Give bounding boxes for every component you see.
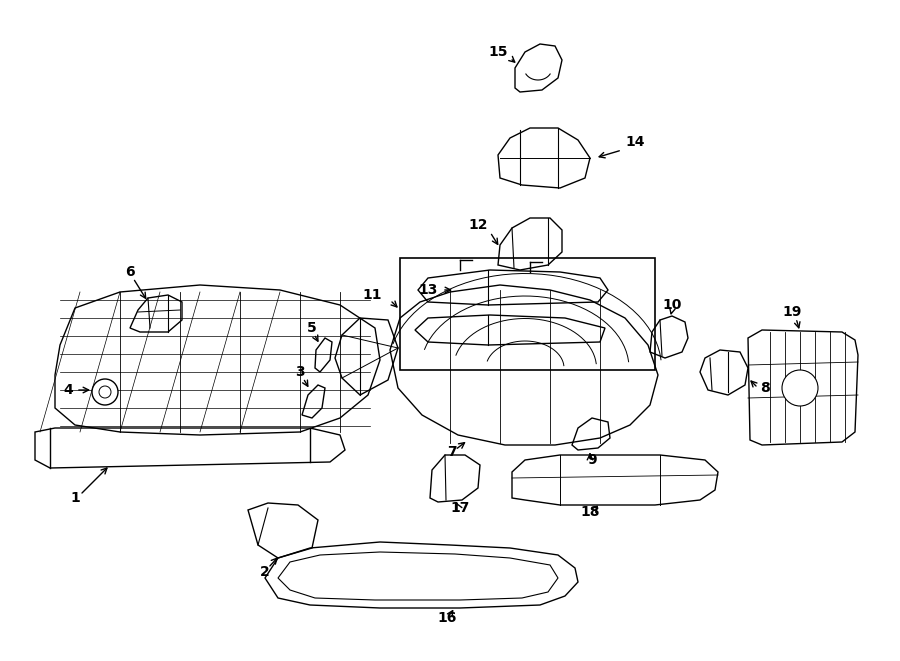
Text: 8: 8 — [760, 381, 770, 395]
Text: 9: 9 — [587, 453, 597, 467]
Text: 6: 6 — [125, 265, 135, 279]
Text: 4: 4 — [63, 383, 73, 397]
Text: 12: 12 — [469, 218, 488, 232]
Circle shape — [782, 370, 818, 406]
Text: 19: 19 — [782, 305, 802, 319]
Text: 5: 5 — [307, 321, 317, 335]
Text: 10: 10 — [662, 298, 681, 312]
Text: 14: 14 — [625, 135, 644, 149]
Text: 16: 16 — [437, 611, 456, 625]
Text: 7: 7 — [447, 445, 457, 459]
Text: 3: 3 — [295, 365, 305, 379]
Text: 11: 11 — [363, 288, 382, 302]
Text: 2: 2 — [260, 565, 270, 579]
Text: 15: 15 — [489, 45, 508, 59]
Circle shape — [92, 379, 118, 405]
Text: 1: 1 — [70, 491, 80, 505]
Text: 17: 17 — [450, 501, 470, 515]
Bar — [400, 258, 655, 370]
Circle shape — [99, 386, 111, 398]
Text: 18: 18 — [580, 505, 599, 519]
Text: 13: 13 — [418, 283, 438, 297]
